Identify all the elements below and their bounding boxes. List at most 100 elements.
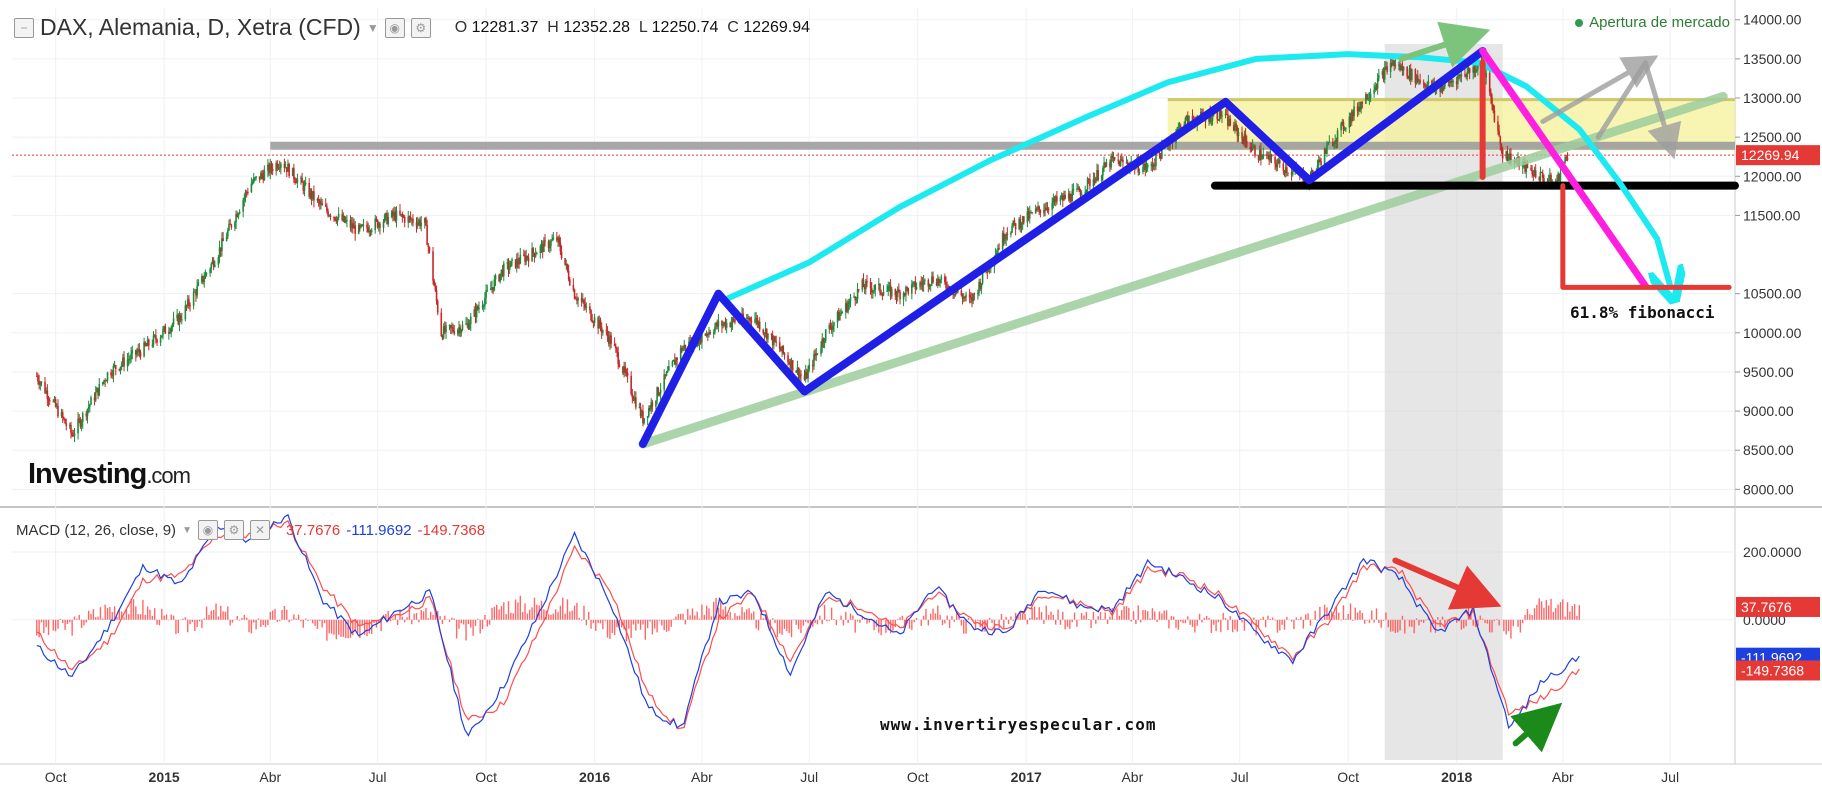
candle-body — [416, 222, 419, 227]
candle-body — [1063, 194, 1065, 201]
magenta-projection — [1479, 47, 1649, 290]
candle-body — [622, 366, 624, 374]
candle-body — [214, 264, 216, 267]
candle-body — [159, 337, 162, 343]
candle-body — [317, 198, 320, 202]
collapse-icon[interactable]: − — [14, 17, 34, 38]
eye-icon[interactable]: ◉ — [384, 17, 405, 38]
candle-body — [574, 298, 577, 300]
candle-body — [267, 164, 269, 171]
candle-body — [434, 286, 437, 291]
candle-body — [1235, 123, 1237, 128]
candle-body — [1357, 106, 1360, 112]
candle-body — [478, 307, 480, 310]
settings-icon[interactable]: ⚙ — [410, 17, 431, 38]
candle-body — [1497, 121, 1499, 131]
y-tick-label: 13000.00 — [1743, 90, 1802, 106]
candle-body — [1111, 155, 1114, 158]
candle-body — [385, 213, 387, 215]
candle-body — [1056, 196, 1058, 202]
candle-body — [60, 412, 63, 417]
candle-body — [1382, 71, 1385, 80]
candle-body — [1564, 156, 1566, 163]
candle-body — [1159, 154, 1162, 159]
candle-body — [1228, 118, 1230, 126]
candle-body — [723, 322, 726, 325]
candle-body — [559, 242, 562, 252]
candle-body — [921, 283, 924, 286]
candle-body — [1426, 83, 1428, 89]
candle-body — [1069, 193, 1071, 201]
chevron-down-icon[interactable]: ▼ — [366, 20, 379, 35]
candle-body — [663, 374, 665, 390]
candle-body — [374, 218, 377, 231]
candle-body — [1095, 177, 1097, 184]
candle-body — [203, 278, 206, 282]
candle-body — [747, 317, 749, 320]
candle-body — [387, 217, 390, 224]
candle-body — [1146, 164, 1149, 168]
chevron-down-icon[interactable]: ▼ — [182, 524, 192, 536]
candle-body — [382, 221, 385, 228]
candle-body — [1467, 68, 1470, 73]
candle-body — [1488, 72, 1491, 93]
candle-body — [1374, 86, 1377, 90]
candle-body — [126, 359, 129, 367]
candle-body — [243, 197, 246, 201]
candle-body — [1361, 101, 1364, 104]
candle-body — [1080, 193, 1083, 196]
candle-body — [313, 191, 315, 201]
candle-body — [369, 230, 372, 233]
candle-body — [482, 305, 485, 307]
investing-logo: Investing.com — [28, 458, 191, 490]
candle-body — [288, 164, 290, 177]
candle-body — [1053, 198, 1056, 203]
candle-body — [110, 372, 112, 376]
candle-body — [606, 331, 609, 337]
candle-body — [907, 288, 910, 294]
candle-body — [304, 182, 307, 185]
candle-body — [1343, 129, 1346, 131]
candle-body — [1077, 187, 1079, 189]
candle-body — [539, 246, 542, 254]
candle-body — [1059, 197, 1062, 202]
x-tick-label: 2018 — [1441, 769, 1472, 785]
candle-body — [1051, 202, 1053, 210]
candle-body — [45, 390, 48, 393]
settings-icon[interactable]: ⚙ — [223, 520, 244, 540]
candle-body — [717, 320, 720, 327]
candle-body — [1525, 163, 1528, 172]
candle-body — [511, 259, 513, 262]
candle-body — [1466, 72, 1469, 77]
candle-body — [375, 218, 378, 220]
candle-body — [1257, 155, 1260, 161]
candle-body — [353, 225, 355, 229]
candle-body — [756, 317, 759, 325]
candle-body — [202, 275, 204, 282]
instrument-title[interactable]: DAX, Alemania, D, Xetra (CFD) — [40, 14, 361, 40]
candle-body — [458, 327, 460, 330]
macd-label[interactable]: MACD (12, 26, close, 9) — [16, 521, 177, 539]
candle-body — [428, 247, 431, 252]
candle-body — [584, 303, 586, 308]
candle-body — [1177, 127, 1180, 129]
candle-body — [1317, 159, 1320, 166]
candle-body — [655, 400, 657, 407]
candle-body — [649, 408, 651, 410]
candle-body — [442, 326, 445, 339]
candle-body — [1210, 120, 1213, 123]
close-icon[interactable]: ✕ — [249, 520, 270, 540]
candle-body — [171, 324, 174, 328]
x-tick-label: Oct — [907, 769, 929, 785]
candle-body — [146, 339, 149, 347]
candle-body — [1350, 111, 1353, 123]
candle-body — [874, 285, 877, 291]
candle-body — [903, 293, 906, 296]
candle-body — [90, 397, 92, 405]
candle-body — [1373, 89, 1375, 94]
candle-body — [1375, 86, 1378, 89]
candle-body — [1558, 173, 1561, 181]
eye-icon[interactable]: ◉ — [197, 520, 218, 540]
candle-body — [774, 336, 776, 342]
